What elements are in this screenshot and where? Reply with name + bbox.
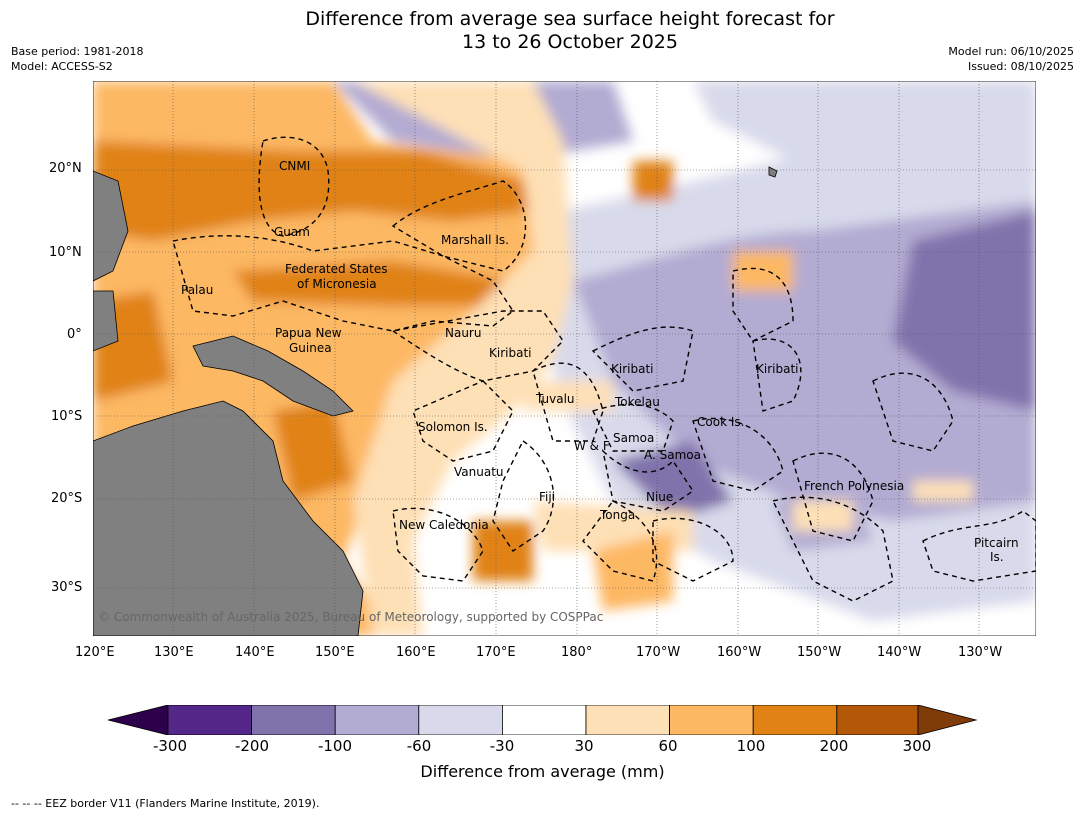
anomaly-field [93, 81, 1036, 636]
lon-label-140w: 140°W [877, 645, 922, 660]
colorbar-tick-neg100: -100 [317, 737, 353, 755]
label-tonga: Tonga [599, 508, 635, 522]
colorbar-swatch-neg200 [167, 705, 252, 735]
label-fsm-1: Federated States [285, 262, 387, 276]
label-cook: Cook Is. [697, 415, 744, 429]
borneo-land [93, 290, 119, 352]
lat-label-20n: 20°N [49, 161, 82, 176]
map-title: Difference from average sea surface heig… [0, 8, 1085, 54]
label-samoa: Samoa [613, 431, 654, 445]
label-french-polynesia: French Polynesia [804, 479, 904, 493]
colorbar-swatch-neg30 [418, 705, 503, 735]
lat-label-10s: 10°S [51, 409, 83, 424]
lon-label-170e: 170°E [476, 645, 516, 660]
label-kiribati-central: Kiribati [611, 362, 653, 376]
label-fsm-2: of Micronesia [297, 277, 377, 291]
lon-label-160e: 160°E [396, 645, 436, 660]
colorbar-swatch-pos100 [752, 705, 838, 735]
lat-label-10n: 10°N [49, 245, 82, 260]
eez-footnote: -- -- -- EEZ border V11 (Flanders Marine… [11, 797, 320, 810]
colorbar-tick-pos200: 200 [819, 737, 849, 755]
label-solomon: Solomon Is. [418, 420, 488, 434]
label-pitcairn-1: Pitcairn [974, 536, 1019, 550]
label-american-samoa: A. Samoa [644, 448, 701, 462]
label-pitcairn-2: Is. [990, 550, 1004, 564]
issued-date: Issued: 08/10/2025 [967, 60, 1074, 73]
base-period: Base period: 1981-2018 [11, 45, 144, 58]
lat-label-0: 0° [67, 327, 82, 342]
colorbar-tick-neg300: -300 [152, 737, 188, 755]
lon-label-130e: 130°E [154, 645, 194, 660]
map-panel: CNMI Guam Marshall Is. Federated States … [93, 81, 1036, 636]
colorbar-tick-neg30: -30 [489, 737, 515, 755]
label-cnmi: CNMI [279, 159, 310, 173]
lon-label-150e: 150°E [315, 645, 355, 660]
colorbar-tick-neg60: -60 [406, 737, 432, 755]
colorbar-swatch-neutral [501, 705, 587, 735]
label-guam: Guam [274, 225, 310, 239]
model-run: Model run: 06/10/2025 [948, 45, 1074, 58]
colorbar-swatch-neg300 [108, 705, 169, 735]
lat-label-20s: 20°S [51, 491, 83, 506]
label-nauru: Nauru [445, 326, 481, 340]
philippines-land [93, 170, 129, 282]
label-tokelau: Tokelau [614, 395, 660, 409]
land [93, 166, 778, 636]
lon-label-180: 180° [561, 645, 593, 660]
colorbar-tick-pos30: 30 [574, 737, 594, 755]
title-line-1: Difference from average sea surface heig… [305, 8, 835, 30]
colorbar-tick-neg200: -200 [234, 737, 270, 755]
colorbar-tick-pos100: 100 [736, 737, 766, 755]
label-kiribati-west: Kiribati [489, 346, 531, 360]
lon-label-120e: 120°E [75, 645, 115, 660]
colorbar-tick-pos60: 60 [658, 737, 678, 755]
meta-right: Model run: 06/10/2025 Issued: 08/10/2025 [948, 44, 1074, 74]
grid-lines [93, 81, 1036, 636]
australia-land [93, 400, 364, 636]
colorbar-swatch-pos30 [585, 705, 670, 735]
lon-label-150w: 150°W [797, 645, 842, 660]
colorbar-tick-pos300: 300 [902, 737, 932, 755]
label-png-2: Guinea [289, 341, 332, 355]
lon-label-160w: 160°W [717, 645, 762, 660]
lon-label-130w: 130°W [958, 645, 1003, 660]
label-tuvalu: Tuvalu [535, 392, 575, 406]
lat-label-30s: 30°S [51, 580, 83, 595]
place-labels: CNMI Guam Marshall Is. Federated States … [181, 159, 1019, 564]
lon-label-170w: 170°W [636, 645, 681, 660]
hawaii-land [768, 166, 778, 178]
lon-label-140e: 140°E [235, 645, 275, 660]
colorbar-swatch-neg60 [334, 705, 420, 735]
label-kiribati-east: Kiribati [756, 362, 798, 376]
colorbar-swatch-pos200 [836, 705, 919, 735]
label-niue: Niue [646, 490, 673, 504]
label-fiji: Fiji [539, 490, 555, 504]
colorbar-title: Difference from average (mm) [420, 762, 665, 781]
label-new-caledonia: New Caledonia [399, 518, 489, 532]
model-name: Model: ACCESS-S2 [11, 60, 113, 73]
label-marshall: Marshall Is. [441, 233, 509, 247]
colorbar-swatch-pos300 [917, 705, 978, 735]
label-palau: Palau [181, 283, 213, 297]
colorbar-swatch-neg100 [251, 705, 336, 735]
label-wallis-futuna: W & F [574, 439, 610, 453]
label-png-1: Papua New [275, 326, 342, 340]
title-line-2: 13 to 26 October 2025 [462, 31, 678, 53]
copyright-notice: © Commonwealth of Australia 2025, Bureau… [98, 610, 603, 624]
eez-borders [172, 136, 1036, 602]
new-guinea-land [192, 335, 354, 417]
meta-left: Base period: 1981-2018 Model: ACCESS-S2 [11, 44, 143, 74]
label-vanuatu: Vanuatu [454, 465, 504, 479]
colorbar [108, 705, 978, 735]
colorbar-swatch-pos60 [669, 705, 754, 735]
